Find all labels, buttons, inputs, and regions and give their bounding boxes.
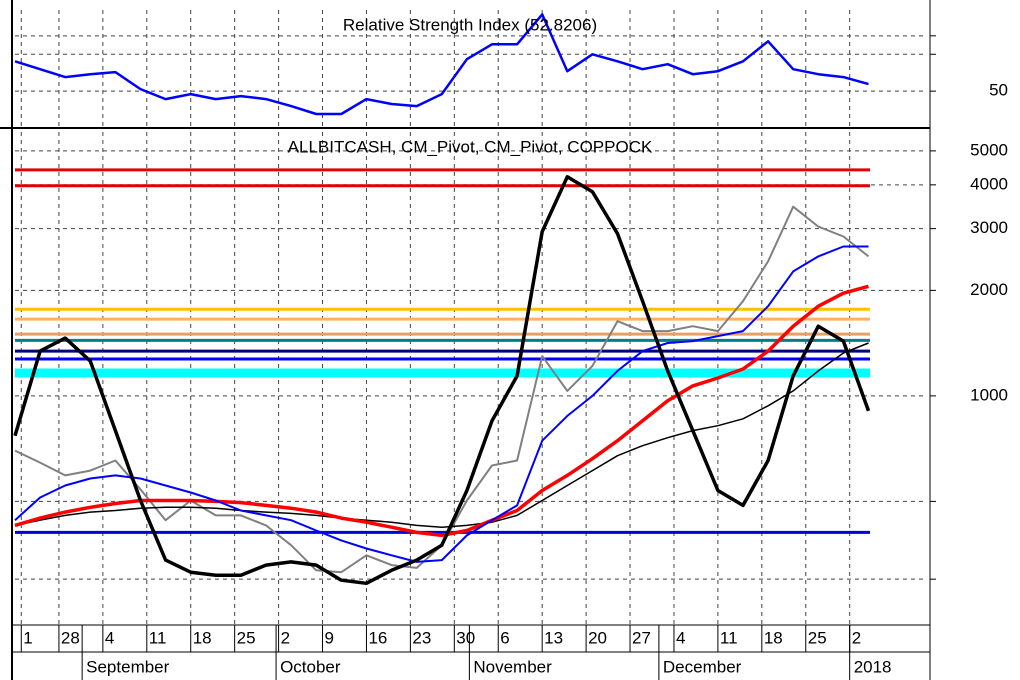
x-tick-label: 2 (852, 628, 861, 647)
chart-title: ALLBITCASH, CM_Pivot, CM_Pivot, COPPOCK (288, 137, 653, 156)
y-tick-label: 5000 (970, 140, 1008, 159)
x-tick-label: 1 (23, 628, 32, 647)
x-tick-label: 11 (720, 628, 738, 647)
y-tick-label: 50 (989, 81, 1008, 100)
x-tick-label: 2 (281, 628, 290, 647)
series-line (14, 245, 869, 563)
x-tick-label: 16 (368, 628, 387, 647)
x-tick-label: 20 (588, 628, 607, 647)
x-tick-label: 4 (676, 628, 685, 647)
series-line (14, 342, 869, 528)
x-tick-label: 9 (325, 628, 334, 647)
y-tick-label: 2000 (970, 280, 1008, 299)
x-tick-label: 25 (237, 628, 256, 647)
x-tick-label: 27 (632, 628, 651, 647)
x-tick-label: 4 (105, 628, 114, 647)
chart-title: Relative Strength Index (52.8206) (343, 15, 597, 34)
x-tick-label: 13 (544, 628, 563, 647)
series-line (14, 284, 869, 538)
y-tick-label: 4000 (970, 174, 1008, 193)
x-tick-label: 30 (456, 628, 475, 647)
month-label: October (280, 657, 341, 676)
month-label: November (473, 657, 552, 676)
x-tick-label: 28 (61, 628, 80, 647)
series-line (14, 13, 869, 116)
month-label: September (86, 657, 169, 676)
x-tick-label: 6 (500, 628, 509, 647)
x-tick-label: 18 (764, 628, 783, 647)
month-label: 2018 (854, 657, 892, 676)
x-tick-label: 18 (193, 628, 212, 647)
month-label: December (663, 657, 742, 676)
series-line (13, 175, 871, 586)
y-tick-label: 3000 (970, 218, 1008, 237)
x-tick-label: 11 (149, 628, 167, 647)
y-tick-label: 1000 (970, 385, 1008, 404)
x-tick-label: 25 (808, 628, 827, 647)
x-tick-label: 23 (412, 628, 431, 647)
